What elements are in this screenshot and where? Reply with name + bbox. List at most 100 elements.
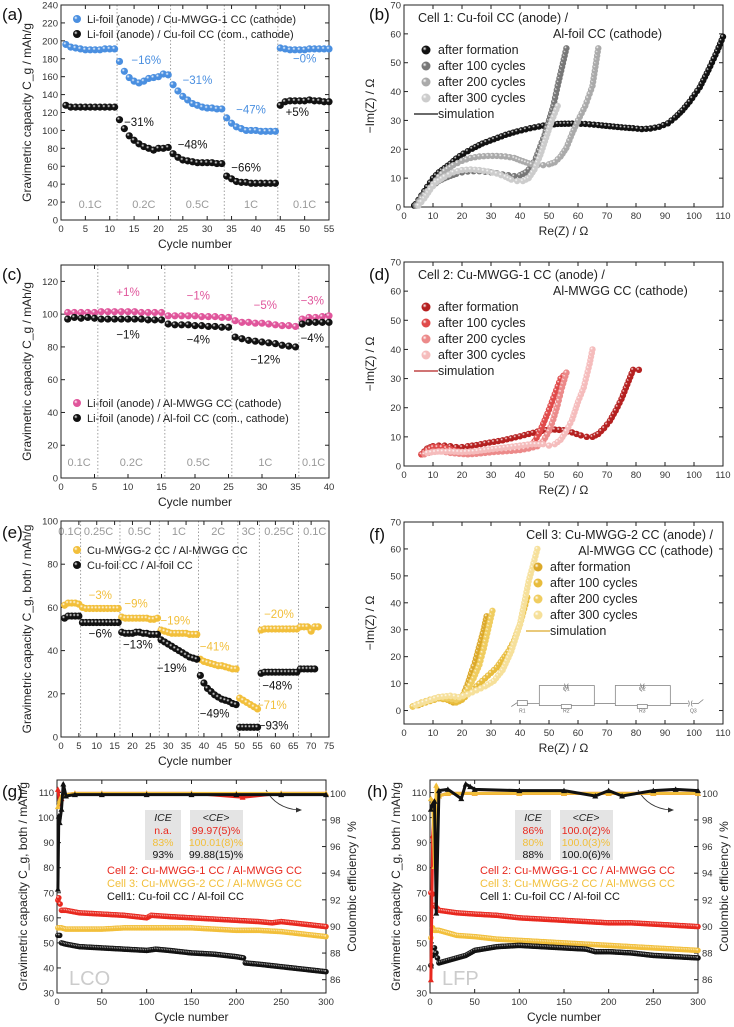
data-point <box>151 308 159 317</box>
data-point <box>171 312 179 320</box>
data-point <box>265 320 273 328</box>
x-axis-label: Re(Z) / Ω <box>539 224 589 238</box>
x-tick-label: 50 <box>234 741 245 752</box>
data-point <box>540 161 547 169</box>
data-point <box>695 923 701 930</box>
data-point <box>540 440 547 448</box>
series-1 <box>60 612 319 731</box>
x-tick-label: 50 <box>97 997 108 1008</box>
y-tick-label: 80 <box>47 560 58 571</box>
data-point <box>174 87 182 95</box>
x-tick-label: 90 <box>660 470 671 481</box>
x-axis-label: Cycle number <box>158 754 232 768</box>
data-point <box>251 319 259 327</box>
x-tick-label: 25 <box>178 224 189 235</box>
rate-label: 0.1C <box>67 457 90 469</box>
y-tick-label: 240 <box>42 1 58 12</box>
y-tick-label: 50 <box>390 58 401 69</box>
rate-label: 0.2C <box>132 199 155 211</box>
annotation: −0% <box>293 53 316 65</box>
y2-tick-label: 98 <box>330 815 341 826</box>
x-tick-label: 60 <box>573 470 584 481</box>
x-tick-label: 30 <box>486 211 497 222</box>
legend-label: after 100 cycles <box>550 576 638 590</box>
y-tick-label: 30 <box>390 116 401 127</box>
y-tick-label: 100 <box>42 310 58 321</box>
x-tick-label: 80 <box>631 728 642 739</box>
ce-value: 99.88(15)% <box>189 849 243 861</box>
x-tick-label: 10 <box>104 224 115 235</box>
x-tick-label: 30 <box>486 728 497 739</box>
data-point <box>184 312 192 320</box>
x-tick-label: 10 <box>91 741 102 752</box>
y-axis-label: Gravimetric capacity C_g / mAh/g <box>20 282 34 461</box>
resistor-r3-icon <box>636 704 648 709</box>
data-point <box>271 127 279 135</box>
y-axis-label: Gravimetric capacity C_g / mAh/g <box>20 23 34 202</box>
legend-label: Li-foil (anode) / Al-foil CC (com., cath… <box>87 413 289 425</box>
annotation: −3% <box>301 295 324 307</box>
series-1 <box>55 925 329 940</box>
data-point <box>323 968 329 975</box>
data-point <box>305 318 313 326</box>
data-point <box>513 177 521 185</box>
ce-value: 100.0(6)% <box>562 849 610 861</box>
data-point <box>314 623 322 631</box>
cell-title: Al-foil CC (cathode) <box>553 27 662 41</box>
data-point <box>55 894 62 901</box>
x-tick-label: 150 <box>556 997 572 1008</box>
data-point <box>164 312 172 320</box>
annotation: −71% <box>257 700 287 712</box>
y-axis-label: Gravimetric capacity C_g, both / mAh/g <box>16 782 30 991</box>
annotation: −41% <box>200 642 230 654</box>
y-axis-label: Gravimetric capacity C_g, both / mAh/g <box>389 782 403 991</box>
y-tick-label: 140 <box>42 90 58 101</box>
legend-label: after 100 cycles <box>438 316 526 330</box>
ce-line <box>429 782 699 915</box>
y-tick-label: 40 <box>390 345 401 356</box>
y-tick-label: 100 <box>42 517 58 528</box>
data-point <box>318 318 326 326</box>
data-point <box>131 315 139 323</box>
series-3 <box>412 545 541 709</box>
series-0 <box>60 599 322 713</box>
data-point <box>253 705 262 713</box>
data-point <box>218 159 226 168</box>
data-point <box>193 655 201 663</box>
annotation: −1% <box>116 330 139 342</box>
x-tick-label: 50 <box>299 224 310 235</box>
y2-tick-label: 96 <box>330 842 341 853</box>
plot-frame <box>60 520 330 738</box>
x-tick-label: 150 <box>184 997 200 1008</box>
y-tick-label: 60 <box>390 287 401 298</box>
x-tick-label: 55 <box>324 224 335 235</box>
panel-label: (h) <box>367 782 388 801</box>
data-point <box>114 604 122 613</box>
ce-value: 100.0(3)% <box>562 837 610 849</box>
axis-arrow-head-icon <box>668 807 674 813</box>
data-point <box>120 125 128 133</box>
legend-label: Cu-MWGG-2 CC / Al-MWGG CC <box>87 545 248 557</box>
data-point <box>211 322 219 331</box>
panel-d: (d) 0 10 20 30 40 50 60 70 80 90 100 110 0 10 20 30 40 50 6… <box>363 258 731 498</box>
panel-f: (f) 0 10 20 30 40 50 60 70 80 90 100 110 0 10 20 30 40 50 6… <box>363 518 731 756</box>
x-tick-label: 70 <box>602 728 613 739</box>
series-3 <box>424 346 596 457</box>
x-tick-label: 5 <box>92 482 97 493</box>
panel-label: (c) <box>2 265 22 284</box>
data-point <box>77 314 85 322</box>
y2-tick-label: 90 <box>702 922 713 933</box>
cell-title: Cell 3: Cu-MWGG-2 CC (anode) / <box>526 528 713 542</box>
y-axis-label: −Im(Z) / Ω <box>363 596 377 651</box>
data-point <box>144 316 152 324</box>
series-5 <box>54 780 329 892</box>
data-point <box>278 322 286 330</box>
ce-table-bg <box>560 810 613 860</box>
x-axis-label: Cycle number <box>158 495 232 509</box>
ice-value: 86% <box>522 825 543 837</box>
data-point <box>218 323 226 331</box>
data-point <box>90 308 99 317</box>
ice-value: 80% <box>522 837 543 849</box>
ice-header: ICE <box>154 812 173 824</box>
cell-title: Al-MWGG CC (cathode) <box>553 284 688 298</box>
